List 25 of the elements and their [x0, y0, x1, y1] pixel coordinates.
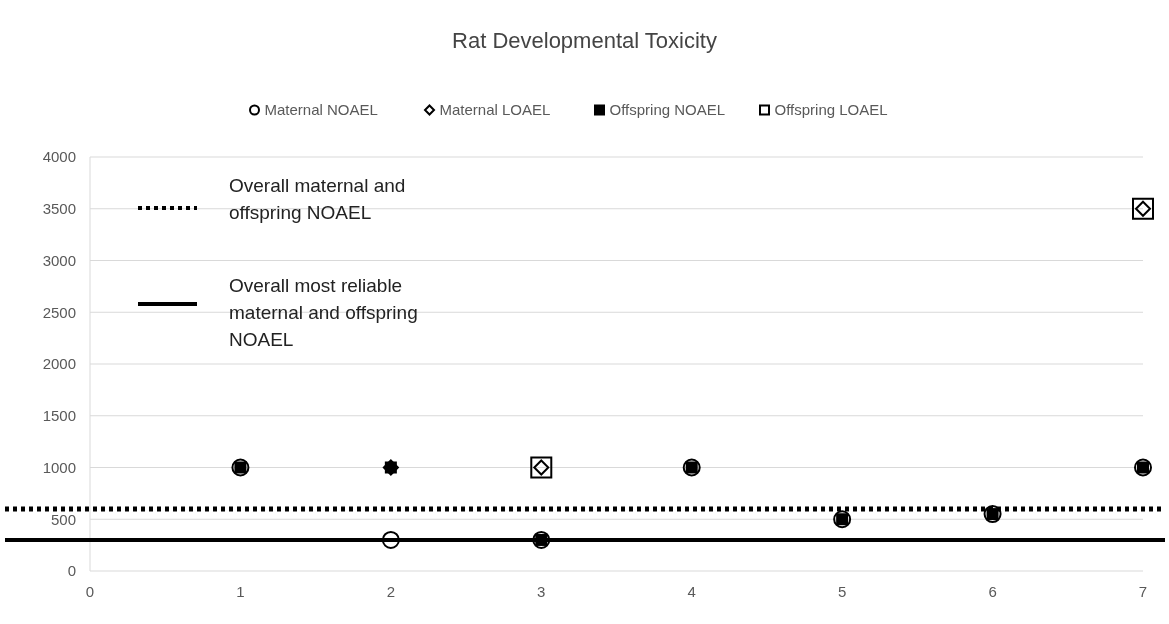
point	[381, 530, 400, 549]
y-tick-label: 2500	[42, 303, 76, 321]
legend-label: Maternal LOAEL	[439, 101, 551, 119]
legend-label: Maternal NOAEL	[264, 101, 378, 119]
y-tick-label: 0	[67, 562, 76, 580]
chart-title: Rat Developmental Toxicity	[452, 28, 717, 53]
x-tick-label: 3	[537, 583, 546, 600]
y-tick-label: 500	[50, 510, 76, 528]
y-tick-label: 3000	[42, 251, 76, 269]
y-tick-label: 2000	[42, 355, 76, 373]
x-tick-label: 2	[386, 583, 396, 600]
x-tick-label: 5	[837, 583, 847, 600]
x-tick-label: 6	[988, 583, 997, 600]
x-tick-label: 0	[85, 583, 95, 600]
x-tick-label: 1	[236, 583, 245, 600]
legend-label: Overall maternal and offspring NOAEL	[229, 175, 406, 223]
legend-label: Offspring NOAEL	[609, 101, 726, 119]
legend-label: Offspring LOAEL	[774, 101, 888, 119]
y-tick-label: 1500	[42, 407, 76, 424]
legend-label: Overall most reliable maternal and offspring NOAEL	[229, 275, 418, 350]
y-tick-label: 1000	[42, 458, 76, 476]
x-tick-label: 7	[1138, 583, 1148, 600]
y-tick-label: 3500	[42, 200, 76, 217]
y-tick-label: 4000	[42, 148, 76, 166]
x-tick-label: 4	[687, 583, 696, 600]
